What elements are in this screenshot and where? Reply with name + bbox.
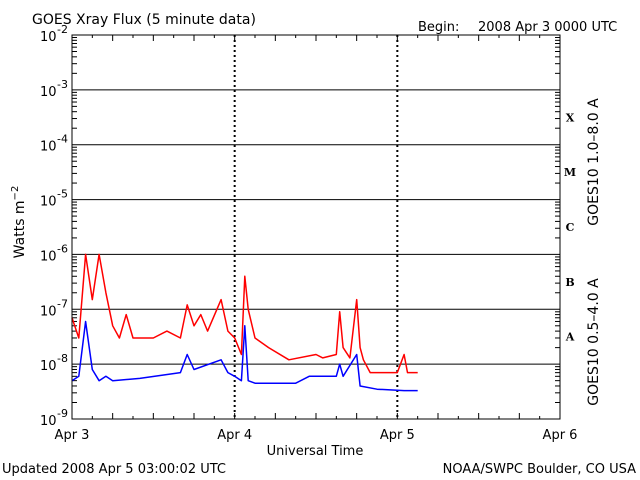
flare-class-label: A [565,331,575,344]
legend-series-2: GOES10 0.5–4.0 A [586,278,602,406]
y-tick-exponent: -7 [57,297,68,310]
flare-class-labels: A B C M X [564,111,576,343]
y-tick-exponent: -2 [57,23,68,36]
y-tick-label: 10-4 [40,133,68,155]
y-axis-label-exponent: −2 [10,186,21,201]
y-tick-base: 10 [40,249,57,264]
y-tick-base: 10 [40,140,57,155]
y-tick-base: 10 [40,359,57,374]
y-tick-label: 10-5 [40,188,68,210]
x-axis-label: Universal Time [267,444,364,459]
y-tick-label: 10-2 [40,23,68,45]
y-tick-exponent: -3 [57,78,68,91]
y-tick-label: 10-6 [40,242,68,264]
y-axis-label: Watts m−2 [10,186,28,259]
y-tick-base: 10 [40,414,57,429]
y-tick-label: 10-8 [40,352,68,374]
series-line-2 [71,320,418,392]
begin-label: Begin: [418,20,459,35]
footer-credit: NOAA/SWPC Boulder, CO USA [443,462,636,477]
y-tick-exponent: -9 [57,407,68,420]
flare-class-label: X [566,111,575,124]
x-tick-label: Apr 4 [217,428,252,443]
y-tick-label: 10-3 [40,78,68,100]
y-tick-label: 10-7 [40,297,68,319]
plot-frame [71,34,561,420]
y-tick-base: 10 [40,30,57,45]
y-tick-base: 10 [40,85,57,100]
y-tick-exponent: -6 [57,242,68,255]
legend-series-1: GOES10 1.0–8.0 A [586,98,602,226]
updated-timestamp: Updated 2008 Apr 5 03:00:02 UTC [2,462,226,477]
series-line-1 [71,253,418,374]
x-tick-label: Apr 6 [543,428,578,443]
y-tick-labels: 10-910-810-710-610-510-410-310-2 [40,23,68,429]
y-tick-label: 10-9 [40,407,68,429]
plot-grid [71,34,561,420]
flare-class-label: B [565,276,574,289]
y-tick-exponent: -8 [57,352,68,365]
chart-title: GOES Xray Flux (5 minute data) [32,12,256,28]
series-layer [71,253,418,392]
y-tick-exponent: -4 [57,133,68,146]
flare-class-label: M [564,166,576,179]
x-tick-label: Apr 5 [380,428,415,443]
begin-value: 2008 Apr 3 0000 UTC [478,20,617,35]
y-tick-base: 10 [40,195,57,210]
x-tick-labels: Apr 3 Apr 4 Apr 5 Apr 6 [55,428,578,443]
y-tick-exponent: -5 [57,188,68,201]
flare-class-label: C [566,221,575,234]
x-tick-label: Apr 3 [55,428,90,443]
y-tick-base: 10 [40,304,57,319]
